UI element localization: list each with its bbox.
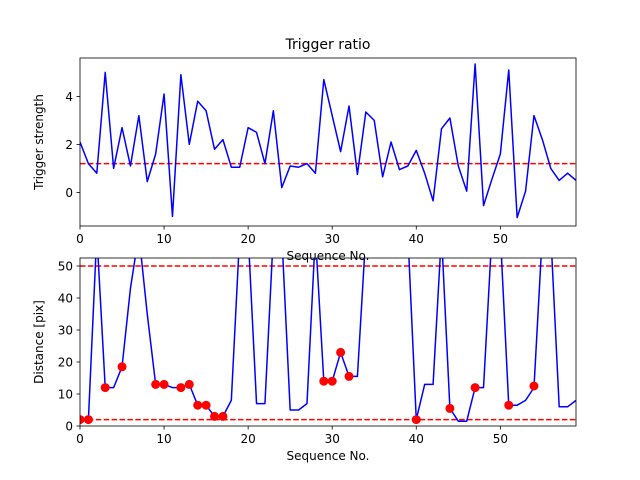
data-point (445, 403, 455, 413)
data-point (336, 347, 346, 357)
y-axis-label: Distance [pix] (32, 300, 46, 384)
data-point (344, 371, 354, 381)
x-tick-label: 20 (240, 232, 255, 246)
x-tick-label: 40 (409, 232, 424, 246)
data-point (504, 400, 514, 410)
data-point (327, 376, 337, 386)
series-line (80, 63, 576, 219)
x-tick-label: 40 (409, 432, 424, 446)
y-tick-label: 50 (58, 260, 73, 274)
data-point (176, 383, 186, 393)
x-tick-label: 10 (156, 232, 171, 246)
data-point (411, 415, 421, 425)
x-tick-label: 50 (493, 432, 508, 446)
plot-frame (79, 257, 577, 427)
y-tick-label: 20 (58, 356, 73, 370)
y-tick-label: 4 (65, 90, 73, 104)
data-point (470, 383, 480, 393)
y-tick-label: 40 (58, 292, 73, 306)
y-tick-label: 10 (58, 388, 73, 402)
data-point (117, 362, 127, 372)
data-point (319, 376, 329, 386)
data-point (210, 411, 220, 421)
x-axis-label: Sequence No. (287, 249, 370, 263)
x-axis-label: Sequence No. (287, 449, 370, 463)
y-axis-label: Trigger strength (32, 94, 46, 191)
data-point (151, 379, 161, 389)
y-tick-label: 0 (65, 186, 73, 200)
data-point (529, 381, 539, 391)
x-tick-label: 50 (493, 232, 508, 246)
trigger-ratio-panel: 0 10 20 30 40 50 0 2 4 Trigger ratio Sequence No. T… (32, 37, 577, 263)
x-tick-label: 0 (76, 232, 84, 246)
y-tick-label: 0 (65, 420, 73, 434)
y-tick-label: 30 (58, 324, 73, 338)
data-point (193, 400, 203, 410)
x-tick-label: 20 (240, 432, 255, 446)
data-point (159, 379, 169, 389)
x-tick-label: 30 (325, 432, 340, 446)
x-tick-label: 0 (76, 432, 84, 446)
x-tick-label: 30 (325, 232, 340, 246)
y-tick-label: 2 (65, 138, 73, 152)
plot-frame (79, 57, 577, 227)
data-point (218, 411, 228, 421)
chart-title: Trigger ratio (284, 37, 370, 53)
data-point (100, 383, 110, 393)
distance-panel: 0 10 20 30 40 50 0 10 20 30 40 50 Sequence No. Distan… (32, 257, 577, 463)
data-point (201, 400, 211, 410)
data-point (83, 415, 93, 425)
x-tick-label: 10 (156, 432, 171, 446)
data-point (184, 379, 194, 389)
